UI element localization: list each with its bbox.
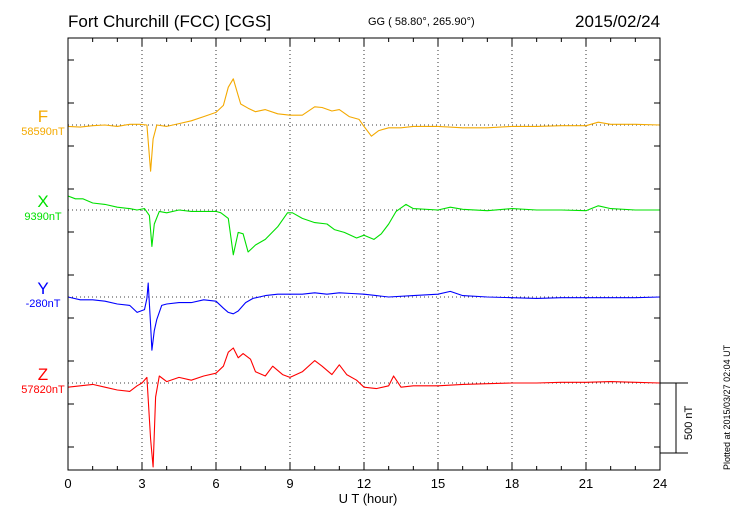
x-tick-label: 3 bbox=[138, 476, 145, 491]
axes: 0 3 6 9 12 15 18 21 24 500 nT bbox=[64, 37, 695, 491]
component-symbol: Y bbox=[37, 279, 49, 298]
x-tick-label: 24 bbox=[653, 476, 667, 491]
x-tick-label: 6 bbox=[212, 476, 219, 491]
x-tick-label: 0 bbox=[64, 476, 71, 491]
grid bbox=[68, 38, 660, 470]
plotted-timestamp: Plotted at 2015/03/27 02:04 UT bbox=[722, 344, 730, 470]
x-axis-label: U T (hour) bbox=[339, 491, 398, 506]
component-symbol: F bbox=[37, 107, 49, 126]
x-tick-label: 12 bbox=[357, 476, 371, 491]
station-title: Fort Churchill (FCC) [CGS] bbox=[68, 12, 272, 31]
geo-coordinates: GG ( 58.80°, 265.90°) bbox=[368, 16, 475, 28]
component-baseline-value: 9390nT bbox=[24, 211, 62, 223]
component-label-z: Z 57820nT bbox=[8, 366, 78, 397]
trace-x bbox=[67, 195, 660, 256]
x-tick-label: 9 bbox=[286, 476, 293, 491]
trace-f bbox=[67, 78, 661, 172]
component-baseline-value: -280nT bbox=[25, 298, 61, 310]
component-symbol: X bbox=[37, 192, 49, 211]
traces bbox=[67, 78, 661, 468]
trace-z bbox=[67, 347, 661, 468]
scale-bar-label: 500 nT bbox=[683, 405, 695, 440]
component-symbol: Z bbox=[37, 365, 49, 384]
x-tick-label: 18 bbox=[505, 476, 519, 491]
x-tick-label: 15 bbox=[431, 476, 445, 491]
chart-date: 2015/02/24 bbox=[575, 12, 661, 31]
component-baseline-value: 58590nT bbox=[21, 126, 65, 138]
component-label-f: F 58590nT bbox=[8, 108, 78, 139]
trace-y bbox=[67, 282, 661, 351]
component-label-x: X 9390nT bbox=[8, 193, 78, 224]
component-label-y: Y -280nT bbox=[8, 280, 78, 311]
component-baseline-value: 57820nT bbox=[21, 384, 65, 396]
x-tick-label: 21 bbox=[579, 476, 593, 491]
